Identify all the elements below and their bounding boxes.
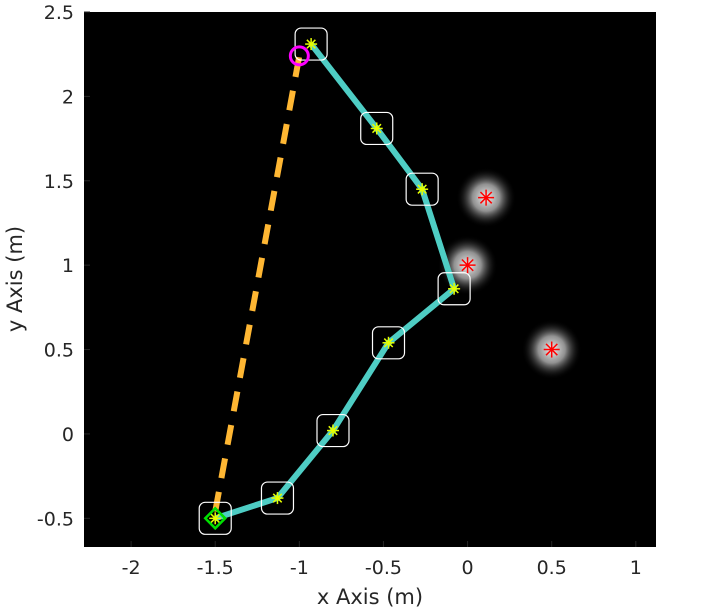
waypoint-star-6 — [370, 122, 383, 135]
marks-layer — [198, 27, 582, 535]
robot-box-4 — [437, 272, 471, 306]
y-tick-label-0: -0.5 — [37, 508, 74, 530]
waypoint-star-2 — [326, 424, 339, 437]
waypoint-star-0 — [209, 512, 222, 525]
planned-path-line — [212, 55, 303, 513]
x-tick-label-0: -2 — [122, 557, 141, 579]
x-tick-label-5: 0.5 — [537, 557, 567, 579]
robot-box-5 — [405, 172, 439, 206]
obstacle-star-0 — [478, 189, 495, 206]
robot-box-7 — [294, 27, 328, 61]
x-tick-label-3: -0.5 — [365, 557, 402, 579]
robot-box-6 — [360, 111, 394, 146]
y-tick-label-4: 1.5 — [44, 171, 74, 193]
plot-area — [84, 12, 656, 547]
robot-box-3 — [371, 326, 406, 360]
axes-layer: -2 -1.5 -1 -0.5 0 0.5 1 -0.5 0 0.5 1 1.5 2 2.5 — [37, 2, 642, 579]
y-tick-label-6: 2.5 — [44, 2, 74, 24]
waypoint-star-7 — [305, 38, 318, 51]
robot-path-line — [214, 42, 458, 522]
robot-box-1 — [260, 481, 295, 515]
x-axis-title: x Axis (m) — [317, 585, 423, 609]
x-tick-label-1: -1.5 — [197, 557, 234, 579]
y-axis-title: y Axis (m) — [3, 226, 27, 332]
x-tick-label-4: 0 — [462, 557, 474, 579]
start-diamond-marker — [203, 506, 227, 531]
waypoint-star-5 — [416, 183, 429, 196]
x-tick-label-2: -1 — [290, 557, 309, 579]
obstacle-star-2 — [543, 341, 560, 358]
waypoint-star-3 — [382, 336, 395, 349]
robot-box-2 — [316, 413, 350, 448]
waypoint-star-4 — [448, 282, 461, 295]
obstacle-star-1 — [459, 257, 476, 274]
x-tick-label-6: 1 — [630, 557, 642, 579]
y-tick-label-1: 0 — [62, 424, 74, 446]
y-tick-label-5: 2 — [62, 86, 74, 108]
goal-circle-marker — [288, 45, 310, 67]
waypoint-star-1 — [271, 492, 284, 505]
y-tick-label-2: 0.5 — [44, 340, 74, 362]
robot-box-0 — [198, 501, 232, 535]
y-tick-label-3: 1 — [62, 255, 74, 277]
